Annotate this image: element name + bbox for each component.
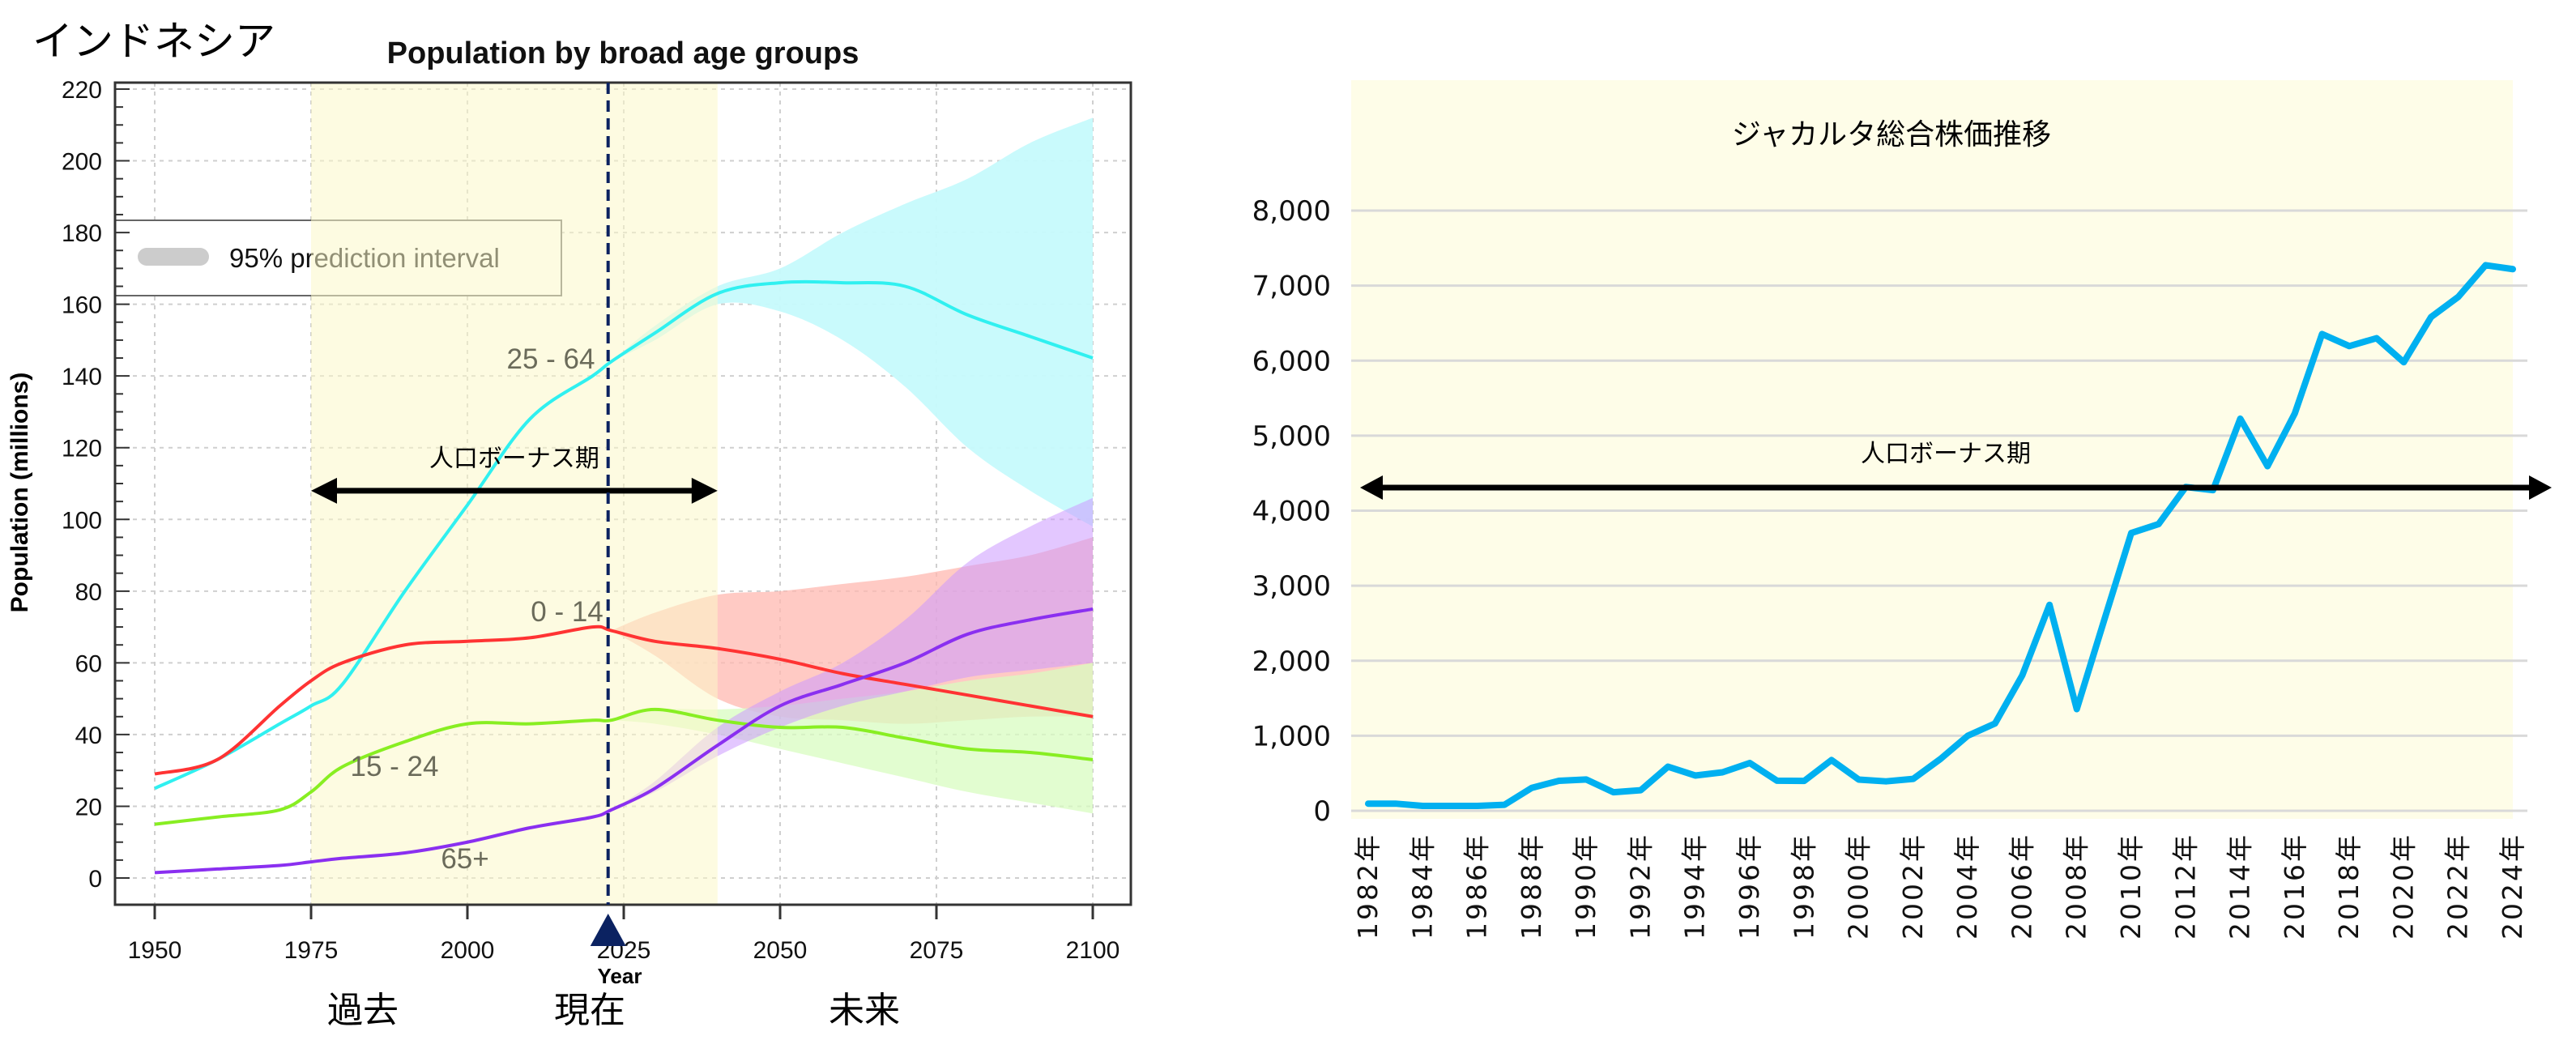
stock-y-tick-label: 8,000 xyxy=(1252,195,1331,228)
era-label-future: 未来 xyxy=(829,990,900,1031)
stock-bonus-period-label: 人口ボーナス期 xyxy=(1861,440,2031,468)
stock-plot-background xyxy=(1351,80,2513,819)
arrow-head-right xyxy=(2529,475,2552,500)
stock-x-tick-label: 2014年 xyxy=(2224,833,2256,940)
series-labels: 25 - 64 0 - 14 15 - 24 65+ xyxy=(351,343,603,875)
arrow-head-left xyxy=(311,477,337,504)
stock-series xyxy=(1365,262,2516,809)
stock-y-tick-label: 2,000 xyxy=(1252,646,1331,678)
stock-x-tick-label: 2002年 xyxy=(1897,833,1929,940)
x-tick-label: 2050 xyxy=(753,937,808,964)
stock-x-tick-label: 2018年 xyxy=(2333,833,2365,940)
y-tick-label: 120 xyxy=(62,436,102,462)
x-axis-title: Year xyxy=(598,964,642,988)
stock-y-tick-labels: 0 1,000 2,000 3,000 4,000 5,000 6,000 7,000 8,00… xyxy=(1252,195,1331,828)
x-tick-label: 1975 xyxy=(284,937,339,964)
era-label-present: 現在 xyxy=(554,990,625,1031)
bonus-period-label: 人口ボーナス期 xyxy=(429,445,599,473)
stock-y-tick-label: 7,000 xyxy=(1252,271,1331,303)
series-label: 15 - 24 xyxy=(351,751,439,782)
x-tick-label: 2075 xyxy=(910,937,964,964)
series-label: 65+ xyxy=(441,843,488,875)
stock-x-tick-label: 2000年 xyxy=(1843,833,1874,940)
series-line-0-14 xyxy=(154,624,1094,776)
y-tick-label: 160 xyxy=(62,292,102,319)
y-tick-label: 220 xyxy=(62,77,102,104)
series-lines xyxy=(154,279,1094,875)
stock-x-tick-label: 1984年 xyxy=(1406,833,1438,940)
stock-x-tick-label: 2010年 xyxy=(2115,833,2147,940)
stock-y-tick-label: 0 xyxy=(1313,795,1331,828)
arrow-head-left xyxy=(1360,475,1383,500)
stock-x-tick-label: 2006年 xyxy=(2006,833,2037,940)
bonus-period-arrow: 人口ボーナス期 xyxy=(311,445,718,504)
stock-y-tick-label: 5,000 xyxy=(1252,420,1331,453)
present-marker xyxy=(590,83,626,946)
x-tick-label: 1950 xyxy=(128,937,182,964)
stock-x-tick-label: 2008年 xyxy=(2061,833,2092,940)
chart-title: Population by broad age groups xyxy=(387,36,859,70)
y-tick-label: 60 xyxy=(75,650,102,677)
series-label: 25 - 64 xyxy=(507,343,595,375)
stock-x-tick-label: 1994年 xyxy=(1679,833,1711,940)
legend-swatch xyxy=(138,248,209,266)
bonus-period-band xyxy=(311,83,718,905)
stock-x-tick-labels: 1982年 1984年 1986年 1988年 1990年 1992年 1994年 1996年… xyxy=(1352,833,2528,940)
prediction-band-25-64 xyxy=(611,117,1093,527)
y-tick-label: 100 xyxy=(62,507,102,534)
stock-x-tick-label: 1992年 xyxy=(1624,833,1656,940)
stock-x-tick-label: 2020年 xyxy=(2387,833,2419,940)
stock-y-tick-label: 6,000 xyxy=(1252,345,1331,377)
prediction-band-15-24 xyxy=(611,663,1093,814)
stock-x-tick-label: 2016年 xyxy=(2279,833,2310,940)
stock-index-chart: ジャカルタ総合株価推移 0 1,000 2,000 3,000 4,000 5,000 6,… xyxy=(1252,80,2552,940)
x-tick-label: 2100 xyxy=(1066,937,1120,964)
stock-gridlines xyxy=(1351,209,2527,812)
y-tick-label: 20 xyxy=(75,794,102,820)
arrow-head-right xyxy=(691,477,718,504)
stock-y-tick-label: 1,000 xyxy=(1252,720,1331,752)
y-tick-label: 0 xyxy=(88,866,102,893)
series-line-15-24 xyxy=(154,707,1094,826)
stock-x-tick-label: 2004年 xyxy=(1951,833,1983,940)
stock-bonus-period-arrow: 人口ボーナス期 xyxy=(1360,440,2552,500)
stock-x-tick-label: 2022年 xyxy=(2442,833,2474,940)
stock-y-tick-label: 4,000 xyxy=(1252,496,1331,528)
country-label: インドネシア xyxy=(32,18,275,65)
axes: 0 20 40 60 80 100 120 140 160 180 200 220 1950 1975 20… xyxy=(62,77,1120,964)
series-line-25-64 xyxy=(154,279,1094,791)
stock-x-tick-label: 1990年 xyxy=(1570,833,1601,940)
x-tick-label: 2000 xyxy=(441,937,495,964)
y-axis-title: Population (millions) xyxy=(6,373,33,613)
series-label: 0 - 14 xyxy=(531,596,603,628)
stock-index-line xyxy=(1365,262,2516,809)
prediction-bands xyxy=(611,117,1093,814)
stock-x-tick-label: 1986年 xyxy=(1461,833,1493,940)
population-chart: インドネシア Population by broad age groups 95… xyxy=(6,18,1132,1031)
stock-x-tick-label: 1996年 xyxy=(1734,833,1765,940)
y-tick-label: 140 xyxy=(62,364,102,390)
stock-x-tick-label: 1982年 xyxy=(1352,833,1384,940)
stock-x-tick-label: 2024年 xyxy=(2497,833,2528,940)
y-tick-label: 40 xyxy=(75,722,102,749)
present-triangle-icon xyxy=(590,914,626,946)
stock-chart-title: ジャカルタ総合株価推移 xyxy=(1732,118,2051,151)
y-tick-label: 180 xyxy=(62,220,102,247)
series-line-65+ xyxy=(154,607,1094,875)
stock-x-tick-label: 1998年 xyxy=(1788,833,1819,940)
prediction-band-65+ xyxy=(611,497,1093,810)
stock-x-tick-label: 1988年 xyxy=(1516,833,1547,940)
era-label-past: 過去 xyxy=(327,990,399,1031)
stock-y-tick-label: 3,000 xyxy=(1252,570,1331,603)
stock-x-tick-label: 2012年 xyxy=(2169,833,2201,940)
y-tick-label: 80 xyxy=(75,579,102,606)
y-tick-label: 200 xyxy=(62,149,102,176)
